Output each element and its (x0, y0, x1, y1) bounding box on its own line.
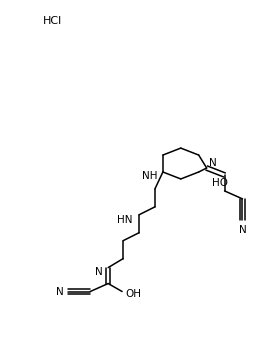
Text: HN: HN (117, 215, 132, 225)
Text: N: N (56, 286, 63, 297)
Text: HO: HO (212, 178, 228, 188)
Text: NH: NH (142, 171, 158, 181)
Text: N: N (95, 267, 103, 277)
Text: N: N (239, 225, 246, 235)
Text: OH: OH (125, 290, 141, 299)
Text: N: N (209, 158, 217, 168)
Text: HCl: HCl (43, 16, 62, 26)
